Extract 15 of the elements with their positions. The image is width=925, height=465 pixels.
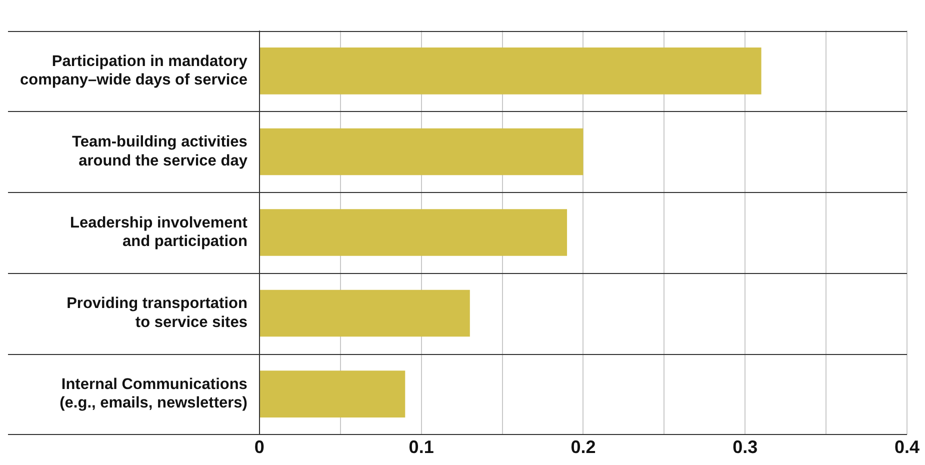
y-tick-label: Internal Communications (e.g., emails, newsletters) [60, 376, 248, 412]
y-tick-label: Team-building activities around the service day [72, 134, 248, 170]
bar [260, 370, 406, 418]
bar [260, 48, 762, 94]
x-tick-label: 0.4 [894, 437, 920, 458]
x-tick-label: 0 [254, 437, 264, 458]
y-tick-label: Leadership involvement and participation [70, 214, 248, 250]
x-tick-label: 0.2 [570, 437, 596, 458]
bar [260, 290, 470, 337]
y-tick-label: Providing transportation to service sites [66, 295, 248, 331]
x-tick-label: 0.3 [732, 437, 758, 458]
x-tick-label: 0.1 [408, 437, 434, 458]
bar [260, 209, 568, 256]
y-tick-label: Participation in mandatory company–wide days of service [20, 52, 248, 89]
bar [260, 128, 584, 176]
